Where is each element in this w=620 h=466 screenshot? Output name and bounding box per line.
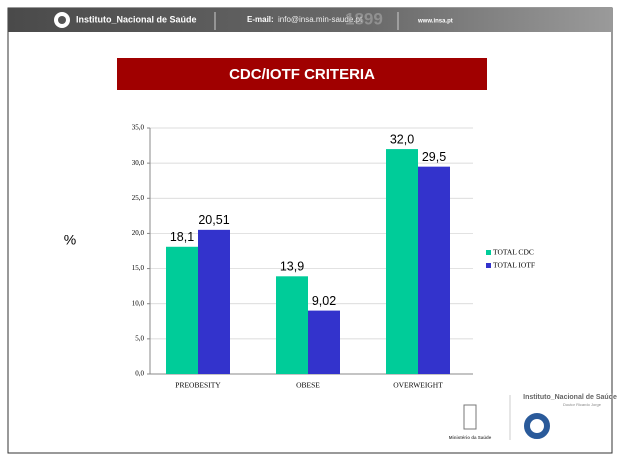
bar — [198, 229, 230, 374]
y-tick-label: 20,0 — [132, 229, 145, 237]
data-label: 32,0 — [390, 132, 414, 146]
data-label: 13,9 — [280, 260, 304, 274]
institute-logo — [524, 413, 550, 439]
y-axis-label: % — [64, 232, 76, 248]
header-logo: Instituto_Nacional de Saúde — [76, 14, 197, 24]
y-tick-label: 15,0 — [132, 264, 145, 272]
y-tick-label: 25,0 — [132, 194, 145, 202]
legend-swatch — [486, 250, 491, 255]
footer-institute: Instituto_Nacional de Saúde — [523, 394, 617, 401]
header-email-label: E-mail: — [247, 15, 274, 24]
y-tick-label: 10,0 — [132, 299, 145, 307]
ministry-emblem — [463, 404, 477, 430]
bar — [166, 246, 198, 374]
legend-label: TOTAL CDC — [493, 248, 534, 257]
bar — [276, 276, 308, 374]
header-web: www.insa.pt — [417, 19, 453, 25]
y-tick-label: 35,0 — [132, 124, 145, 132]
title-box — [117, 58, 487, 90]
footer-ministry: Ministério da Saúde — [449, 435, 492, 440]
chart-title: CDC/IOTF CRITERIA — [229, 66, 375, 83]
header-year: 1899 — [345, 9, 383, 28]
y-tick-label: 30,0 — [132, 159, 145, 167]
data-label: 29,5 — [422, 150, 446, 164]
x-tick-label: OBESE — [296, 381, 320, 390]
footer-subtitle: Doutor Ricardo Jorge — [563, 402, 602, 407]
plot: 0,0 5,0 10,0 15,0 20,0 25,0 30,0 35,0 PREOBESITY… — [132, 124, 535, 390]
data-label: 20,51 — [198, 213, 229, 227]
logo-icon-inner — [58, 16, 66, 24]
bar — [308, 310, 340, 374]
bar — [386, 149, 418, 374]
header-email: info@insa.min-saude.pt — [278, 15, 363, 24]
legend-swatch — [486, 263, 491, 268]
y-tick-label: 5,0 — [135, 334, 144, 342]
y-tick-label: 0,0 — [135, 370, 144, 378]
bar — [418, 166, 450, 374]
data-label: 9,02 — [312, 294, 336, 308]
legend-label: TOTAL IOTF — [493, 261, 535, 270]
header-bar — [8, 8, 612, 32]
x-tick-label: OVERWEIGHT — [393, 381, 443, 390]
data-label: 18,1 — [170, 230, 194, 244]
x-tick-label: PREOBESITY — [175, 381, 221, 390]
